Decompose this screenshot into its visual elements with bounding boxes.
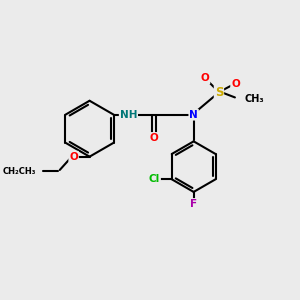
Text: N: N [189,110,198,120]
Text: O: O [231,79,240,88]
Text: S: S [215,85,223,99]
Text: CH₃: CH₃ [245,94,264,104]
Text: O: O [201,73,209,83]
Text: CH₂CH₃: CH₂CH₃ [3,167,36,176]
Text: Cl: Cl [149,174,160,184]
Text: NH: NH [120,110,137,120]
Text: O: O [149,133,158,143]
Text: O: O [69,152,78,162]
Text: F: F [190,199,197,209]
